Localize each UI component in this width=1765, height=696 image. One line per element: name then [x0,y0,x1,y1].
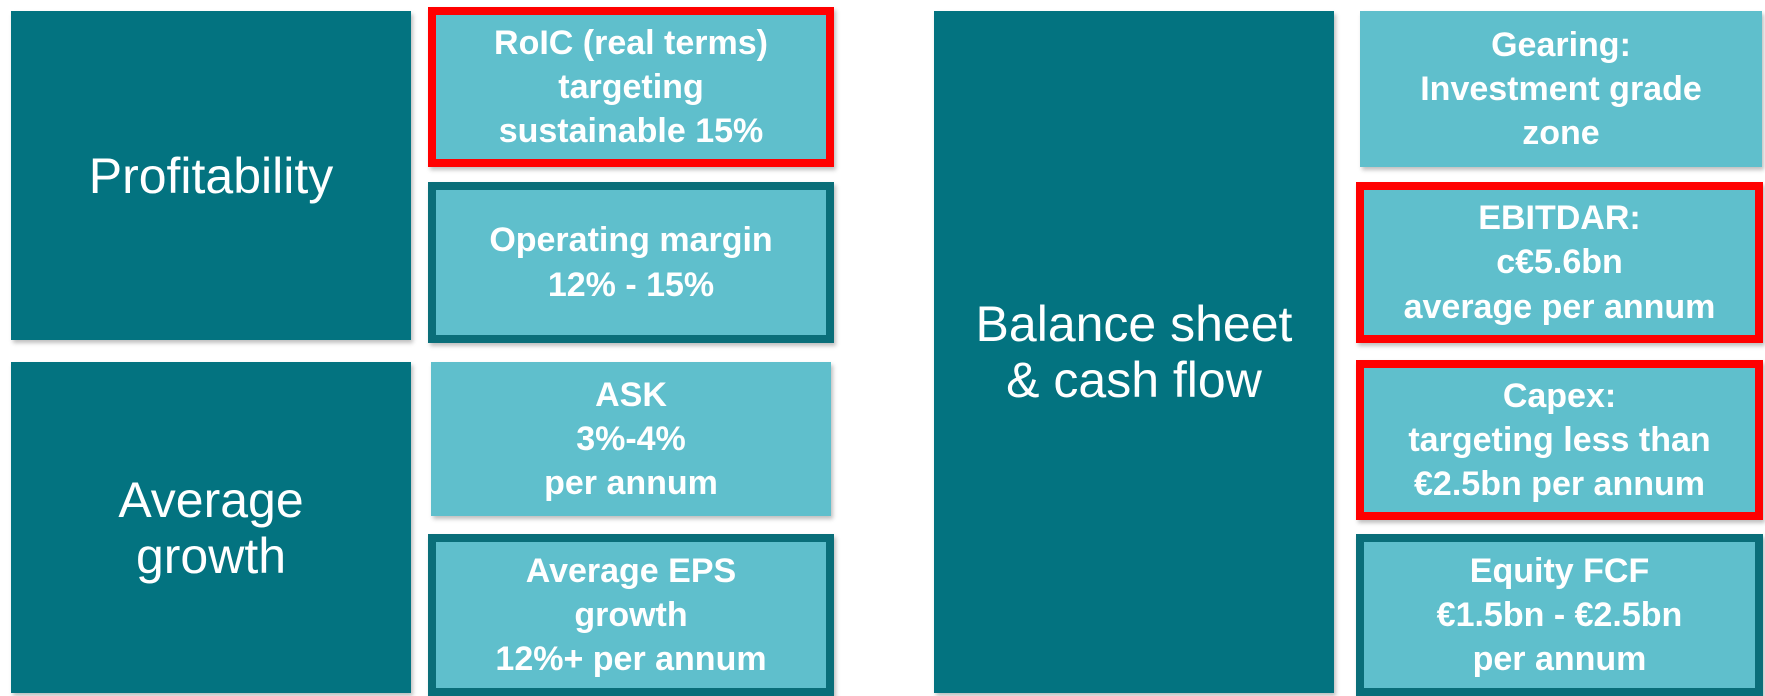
line: Average EPS [525,551,737,590]
target-box: Gearing: Investment grade zone [1360,11,1762,167]
label: & cash flow [1006,352,1262,408]
line: average per annum [1403,287,1716,326]
target-box: ASK 3%-4% per annum [431,362,831,516]
label: growth [135,527,287,584]
target-box: RoIC (real terms) targeting sustainable … [428,7,834,167]
line: 12% - 15% [547,265,715,304]
category-panel: Profitability [11,11,411,340]
category-panel: Balance sheet & cash flow [934,11,1334,693]
target-box: Average EPS growth 12%+ per annum [428,534,834,696]
line: zone [1522,114,1600,153]
line: Operating margin [489,221,773,260]
label: Profitability [88,147,334,204]
line: EBITDAR: [1478,199,1641,238]
line: Capex: [1502,376,1617,415]
line: sustainable 15% [498,112,764,151]
line: c€5.6bn [1496,243,1623,282]
label: Average [118,471,304,528]
line: ASK [595,375,667,414]
target-box: EBITDAR: c€5.6bn average per annum [1356,182,1763,343]
target-box: Operating margin 12% - 15% [428,182,834,343]
line: 12%+ per annum [495,640,767,679]
category-panel: Average growth [11,362,411,693]
line: Investment grade [1420,69,1702,108]
line: Gearing: [1491,25,1631,64]
line: Equity FCF [1469,551,1650,590]
line: €1.5bn - €2.5bn [1436,595,1683,634]
line: per annum [544,464,718,503]
line: growth [574,595,688,634]
label: Balance sheet [975,296,1293,352]
target-box: Equity FCF €1.5bn - €2.5bn per annum [1356,534,1763,696]
line: €2.5bn per annum [1414,465,1705,504]
target-box: Capex: targeting less than €2.5bn per an… [1356,360,1763,520]
line: 3%-4% [576,419,686,458]
line: per annum [1472,640,1647,679]
line: targeting [558,67,704,106]
line: RoIC (real terms) [494,23,768,62]
line: targeting less than [1408,420,1711,459]
